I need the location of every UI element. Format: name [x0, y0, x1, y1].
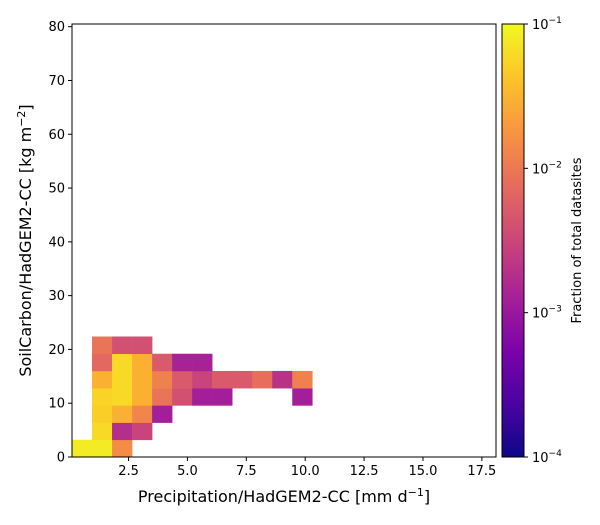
colorbar-tick-label: 10−1 — [532, 16, 562, 33]
heatmap-cell — [232, 370, 253, 389]
x-tick-label: 17.5 — [467, 464, 496, 479]
heatmap-cell — [212, 370, 233, 389]
heatmap-cell — [172, 370, 193, 389]
heatmap-cell — [92, 439, 113, 458]
heatmap-cell — [172, 388, 193, 406]
heatmap-cell — [192, 388, 213, 406]
heatmap-cell — [72, 439, 93, 458]
x-axis-label: Precipitation/HadGEM2-CC [mm d−1] — [138, 486, 430, 506]
colorbar-label: Fraction of total datasites — [570, 157, 585, 323]
heatmap-cell — [112, 353, 133, 372]
heatmap-cell — [252, 370, 273, 389]
heatmap-cell — [272, 370, 293, 389]
x-tick-label: 2.5 — [118, 464, 139, 479]
heatmap-cell — [112, 388, 133, 406]
colorbar-ticks: 10−4 10−3 10−2 10−1 — [524, 16, 562, 466]
heatmap-cell — [112, 336, 133, 355]
x-tick-label: 15.0 — [409, 464, 438, 479]
x-axis-ticks: 2.5 5.0 7.5 10.0 12.5 15.0 17.5 — [118, 457, 496, 479]
heatmap-cell — [112, 439, 133, 458]
heatmap-cell — [132, 336, 153, 355]
heatmap-cell — [172, 353, 193, 372]
heatmap-cell — [152, 353, 173, 372]
y-tick-label: 0 — [57, 451, 65, 466]
y-tick-label: 30 — [48, 289, 65, 304]
y-tick-label: 70 — [48, 74, 65, 89]
y-tick-label: 50 — [48, 182, 65, 197]
y-tick-label: 40 — [48, 235, 65, 250]
heatmap-cell — [92, 353, 113, 372]
colorbar — [501, 23, 525, 458]
y-tick-label: 80 — [48, 20, 65, 35]
y-axis-ticks: 0 10 20 30 40 50 60 70 80 — [48, 20, 72, 466]
heatmap-cell — [292, 370, 313, 389]
y-axis-label: SoilCarbon/HadGEM2-CC [kg m−2] — [15, 104, 35, 376]
heatmap-cell — [132, 388, 153, 406]
heatmap-cell — [112, 370, 133, 389]
heatmap-cell — [92, 422, 113, 441]
heatmap-cell — [152, 388, 173, 406]
colorbar-tick-label: 10−2 — [532, 160, 562, 177]
heatmap-cell — [112, 405, 133, 423]
heatmap-cell — [292, 388, 313, 406]
y-tick-label: 10 — [48, 397, 65, 412]
x-tick-label: 12.5 — [350, 464, 379, 479]
heatmap-cell — [152, 405, 173, 423]
plot-frame — [71, 23, 497, 458]
x-tick-label: 10.0 — [291, 464, 320, 479]
y-tick-label: 60 — [48, 128, 65, 143]
heatmap-cell — [112, 422, 133, 441]
heatmap-cell — [132, 353, 153, 372]
heatmap-cell — [92, 405, 113, 423]
heatmap-cell — [212, 388, 233, 406]
heatmap-cell — [132, 370, 153, 389]
y-tick-label: 20 — [48, 343, 65, 358]
heatmap-cell — [132, 405, 153, 423]
heatmap-cell — [92, 370, 113, 389]
colorbar-tick-label: 10−4 — [532, 449, 562, 466]
heatmap-cell — [152, 370, 173, 389]
heatmap-cell — [192, 353, 213, 372]
colorbar-tick-label: 10−3 — [532, 305, 562, 322]
heatmap-cells — [72, 336, 313, 458]
heatmap-cell — [132, 422, 153, 441]
x-tick-label: 7.5 — [236, 464, 257, 479]
heatmap-cell — [92, 388, 113, 406]
x-tick-label: 5.0 — [177, 464, 198, 479]
heatmap-cell — [192, 370, 213, 389]
heatmap-cell — [92, 336, 113, 355]
